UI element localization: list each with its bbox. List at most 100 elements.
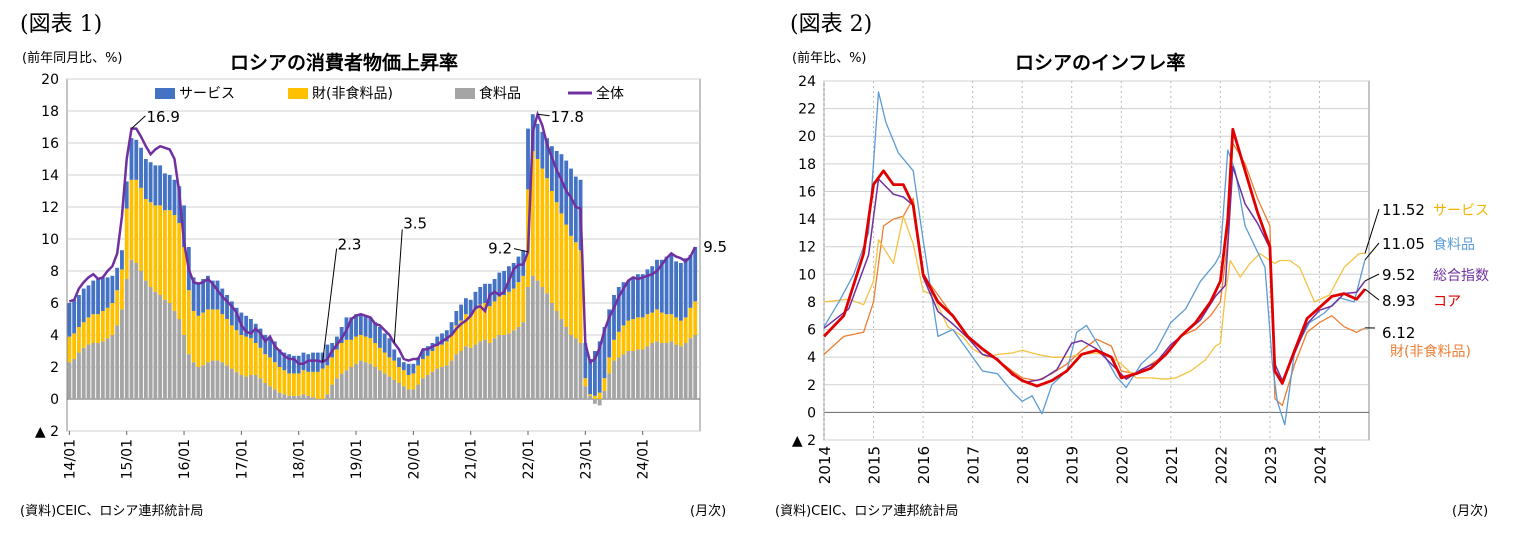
bar-goods	[540, 168, 545, 287]
end-label-leader	[1364, 288, 1380, 301]
bar-services	[77, 295, 81, 327]
bar-food	[540, 287, 545, 399]
bar-services	[549, 146, 554, 191]
figure-2-title: ロシアのインフレ率	[1015, 52, 1186, 74]
bar-food	[387, 376, 392, 399]
bar-goods	[335, 349, 339, 379]
bar-food	[139, 271, 143, 399]
bar-food	[263, 383, 268, 399]
bar-services	[196, 282, 201, 316]
bar-goods	[210, 309, 215, 361]
bar-goods	[339, 343, 344, 374]
bar-services	[425, 346, 430, 356]
end-label-services-value: 11.52	[1382, 201, 1425, 219]
bar-services	[621, 282, 626, 326]
bar-services	[167, 175, 172, 211]
bar-services	[91, 280, 96, 315]
bar-food	[463, 346, 468, 399]
bar-goods	[196, 315, 201, 367]
bar-goods	[430, 351, 435, 372]
bar-goods	[325, 365, 330, 395]
bar-services	[602, 327, 607, 379]
bar-services	[569, 168, 573, 236]
annotation-leader	[131, 115, 146, 129]
bar-services	[354, 314, 358, 337]
bar-food	[249, 375, 253, 399]
bar-services	[339, 327, 344, 343]
bar-goods	[349, 339, 354, 367]
bar-goods	[120, 269, 124, 310]
bar-goods	[67, 336, 72, 363]
bar-goods	[373, 343, 378, 367]
y-tick-label: 14	[798, 212, 816, 228]
bar-goods	[478, 304, 483, 342]
bar-goods	[182, 247, 186, 335]
legend-swatch	[155, 88, 175, 99]
bar-services	[674, 261, 679, 318]
bar-services	[158, 165, 163, 206]
bar-services	[143, 159, 148, 199]
bar-goods	[545, 178, 550, 294]
legend-label: 財(非食料品)	[312, 85, 393, 102]
bar-goods	[583, 378, 588, 387]
bar-food	[292, 395, 296, 399]
y-tick-label: 8	[807, 295, 816, 311]
bar-services	[110, 275, 115, 303]
bar-services	[463, 298, 468, 315]
x-tick-label: 2023	[1262, 446, 1280, 484]
bar-services	[378, 327, 382, 348]
annotation-peak-2015: 16.9	[146, 108, 179, 126]
bar-food	[468, 347, 473, 399]
bar-food	[459, 351, 464, 399]
bar-goods	[454, 325, 459, 355]
figure-2-label: (図表 2)	[790, 12, 873, 37]
x-tick-label: 24/01	[636, 439, 652, 479]
bar-services	[100, 277, 105, 311]
bar-goods	[225, 319, 229, 366]
bar-food	[564, 327, 569, 399]
bar-food	[487, 343, 492, 399]
y-tick-label: 4	[50, 328, 59, 344]
bar-services	[435, 336, 440, 347]
bar-goods	[463, 314, 468, 347]
bar-services	[225, 295, 229, 319]
bar-food	[416, 384, 421, 399]
end-label-leader	[1364, 208, 1380, 254]
bar-goods	[473, 309, 478, 345]
bar-services	[678, 263, 683, 321]
bar-food	[382, 373, 387, 399]
bar-services	[191, 277, 196, 311]
legend-swatch	[288, 88, 308, 99]
bar-goods	[392, 360, 397, 380]
bar-services	[215, 280, 220, 310]
bar-services	[545, 138, 550, 179]
x-tick-label: 2016	[915, 446, 933, 484]
bar-goods	[100, 311, 105, 342]
bar-food	[191, 362, 196, 399]
bar-food	[425, 375, 430, 399]
y-tick-label: 12	[798, 240, 816, 256]
x-tick-label: 19/01	[349, 439, 365, 479]
bar-food	[115, 325, 120, 399]
bar-food	[492, 338, 497, 399]
bar-food	[134, 263, 139, 399]
bar-food	[124, 279, 129, 399]
bar-goods	[497, 296, 502, 335]
bar-goods	[311, 371, 315, 398]
bar-food	[215, 360, 220, 399]
bar-goods	[535, 159, 540, 281]
end-label-headline-name: 総合指数	[1433, 268, 1489, 284]
bar-goods	[421, 359, 425, 379]
bar-food	[530, 275, 535, 399]
bar-services	[612, 295, 616, 340]
end-label-food-value: 11.05	[1382, 235, 1425, 253]
bar-food	[573, 338, 578, 399]
bar-goods	[655, 309, 659, 342]
bar-food	[602, 391, 607, 399]
bar-food	[354, 363, 358, 399]
bar-goods	[511, 288, 516, 331]
x-tick-label: 2017	[965, 446, 983, 484]
bar-goods	[564, 224, 569, 327]
bar-goods	[578, 250, 583, 343]
